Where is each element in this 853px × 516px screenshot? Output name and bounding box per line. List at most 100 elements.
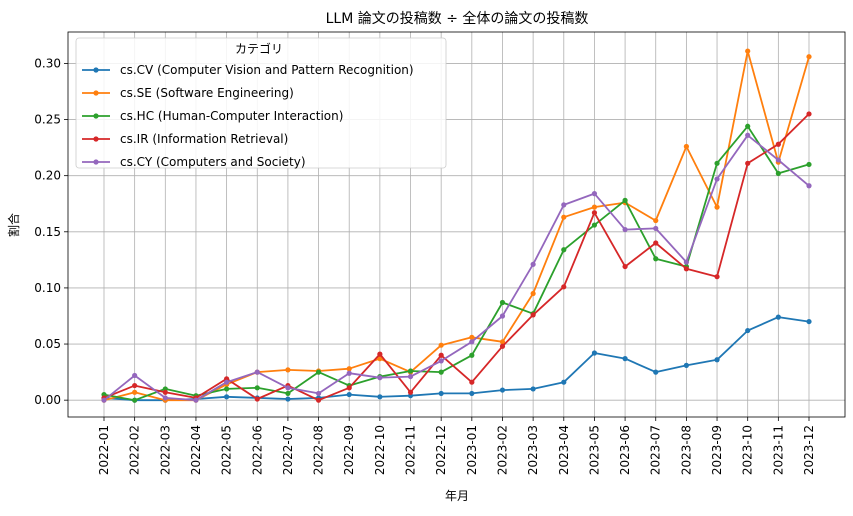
data-point <box>806 111 812 117</box>
legend-marker <box>93 136 99 142</box>
data-point <box>438 369 444 375</box>
chart-title: LLM 論文の投稿数 ÷ 全体の論文の投稿数 <box>326 10 589 27</box>
data-point <box>499 313 506 319</box>
x-tick-label: 2022-12 <box>434 425 448 475</box>
data-point <box>683 143 689 150</box>
data-point <box>745 132 751 138</box>
plot-frame <box>67 31 846 418</box>
data-point <box>775 170 781 177</box>
data-point <box>622 263 628 270</box>
data-point <box>469 334 475 340</box>
legend-marker <box>93 90 99 96</box>
y-axis-ticks: 0.00 0.05 0.10 0.15 0.20 0.25 0.30 <box>34 56 68 407</box>
y-tick-label: 0.30 <box>34 56 61 70</box>
data-point <box>132 389 138 395</box>
data-point <box>653 240 659 246</box>
y-tick-label: 0.15 <box>34 225 61 239</box>
data-point <box>561 247 567 253</box>
x-tick-label: 2023-07 <box>649 425 663 475</box>
x-tick-label: 2022-05 <box>220 425 234 475</box>
data-point <box>745 327 751 334</box>
data-point <box>469 352 475 358</box>
data-point <box>530 386 536 392</box>
data-point <box>806 183 812 189</box>
data-point <box>285 396 291 402</box>
data-point <box>806 161 812 168</box>
data-point <box>591 210 598 216</box>
x-tick-label: 2023-02 <box>495 425 509 475</box>
legend-marker <box>93 67 99 73</box>
data-point <box>530 290 536 297</box>
legend-label: cs.CV (Computer Vision and Pattern Recog… <box>120 63 414 77</box>
data-point <box>561 214 567 220</box>
x-tick-label: 2023-12 <box>802 425 816 475</box>
data-point <box>377 351 383 357</box>
data-point <box>469 390 475 397</box>
data-point <box>683 362 689 368</box>
data-point <box>346 385 352 391</box>
data-point <box>745 123 751 129</box>
data-point <box>377 394 383 400</box>
data-point <box>653 217 659 224</box>
data-point <box>315 369 322 375</box>
x-tick-label: 2022-04 <box>189 425 203 475</box>
data-point <box>132 397 138 403</box>
x-tick-label: 2023-05 <box>587 425 601 475</box>
data-point <box>561 284 567 290</box>
data-point <box>653 225 659 232</box>
data-point <box>591 191 598 197</box>
data-point <box>224 386 230 392</box>
x-tick-label: 2023-09 <box>710 425 724 475</box>
data-point <box>377 375 383 381</box>
data-point <box>193 397 199 403</box>
data-point <box>775 157 781 163</box>
series-line <box>103 134 810 402</box>
series-lines <box>101 48 812 403</box>
data-point <box>714 160 720 166</box>
x-tick-label: 2023-04 <box>557 425 571 475</box>
data-point <box>407 368 414 374</box>
data-point <box>653 256 659 262</box>
data-point <box>254 369 260 375</box>
data-point <box>714 204 720 210</box>
x-axis-label: 年月 <box>445 489 469 503</box>
legend-label: cs.IR (Information Retrieval) <box>120 132 288 146</box>
data-point <box>622 356 628 362</box>
data-point <box>530 261 536 267</box>
data-point <box>346 366 352 372</box>
series-line <box>103 316 810 402</box>
data-point <box>315 390 322 397</box>
data-point <box>469 339 475 345</box>
y-tick-label: 0.05 <box>34 337 61 351</box>
data-point <box>224 379 230 385</box>
data-point <box>438 390 444 397</box>
data-point <box>132 372 138 379</box>
data-point <box>285 390 291 397</box>
data-point <box>315 397 322 403</box>
x-tick-label: 2022-01 <box>97 425 111 475</box>
series-line <box>103 50 810 402</box>
series-line <box>103 113 810 402</box>
data-point <box>591 350 598 356</box>
x-tick-label: 2022-06 <box>250 425 264 475</box>
data-point <box>530 312 536 318</box>
data-point <box>438 342 444 348</box>
data-point <box>346 391 352 398</box>
data-point <box>469 379 475 385</box>
data-point <box>622 226 628 233</box>
x-tick-label: 2022-11 <box>404 425 418 475</box>
data-point <box>775 141 781 147</box>
data-point <box>438 358 444 364</box>
data-point <box>591 222 598 228</box>
y-axis-label: 割合 <box>6 213 21 237</box>
data-point <box>561 202 567 208</box>
x-tick-label: 2023-03 <box>526 425 540 475</box>
legend-box <box>75 37 447 169</box>
data-point <box>683 259 689 265</box>
data-point <box>714 357 720 363</box>
data-point <box>714 274 720 280</box>
data-point <box>499 387 506 393</box>
data-point <box>438 352 444 358</box>
data-point <box>162 395 168 401</box>
